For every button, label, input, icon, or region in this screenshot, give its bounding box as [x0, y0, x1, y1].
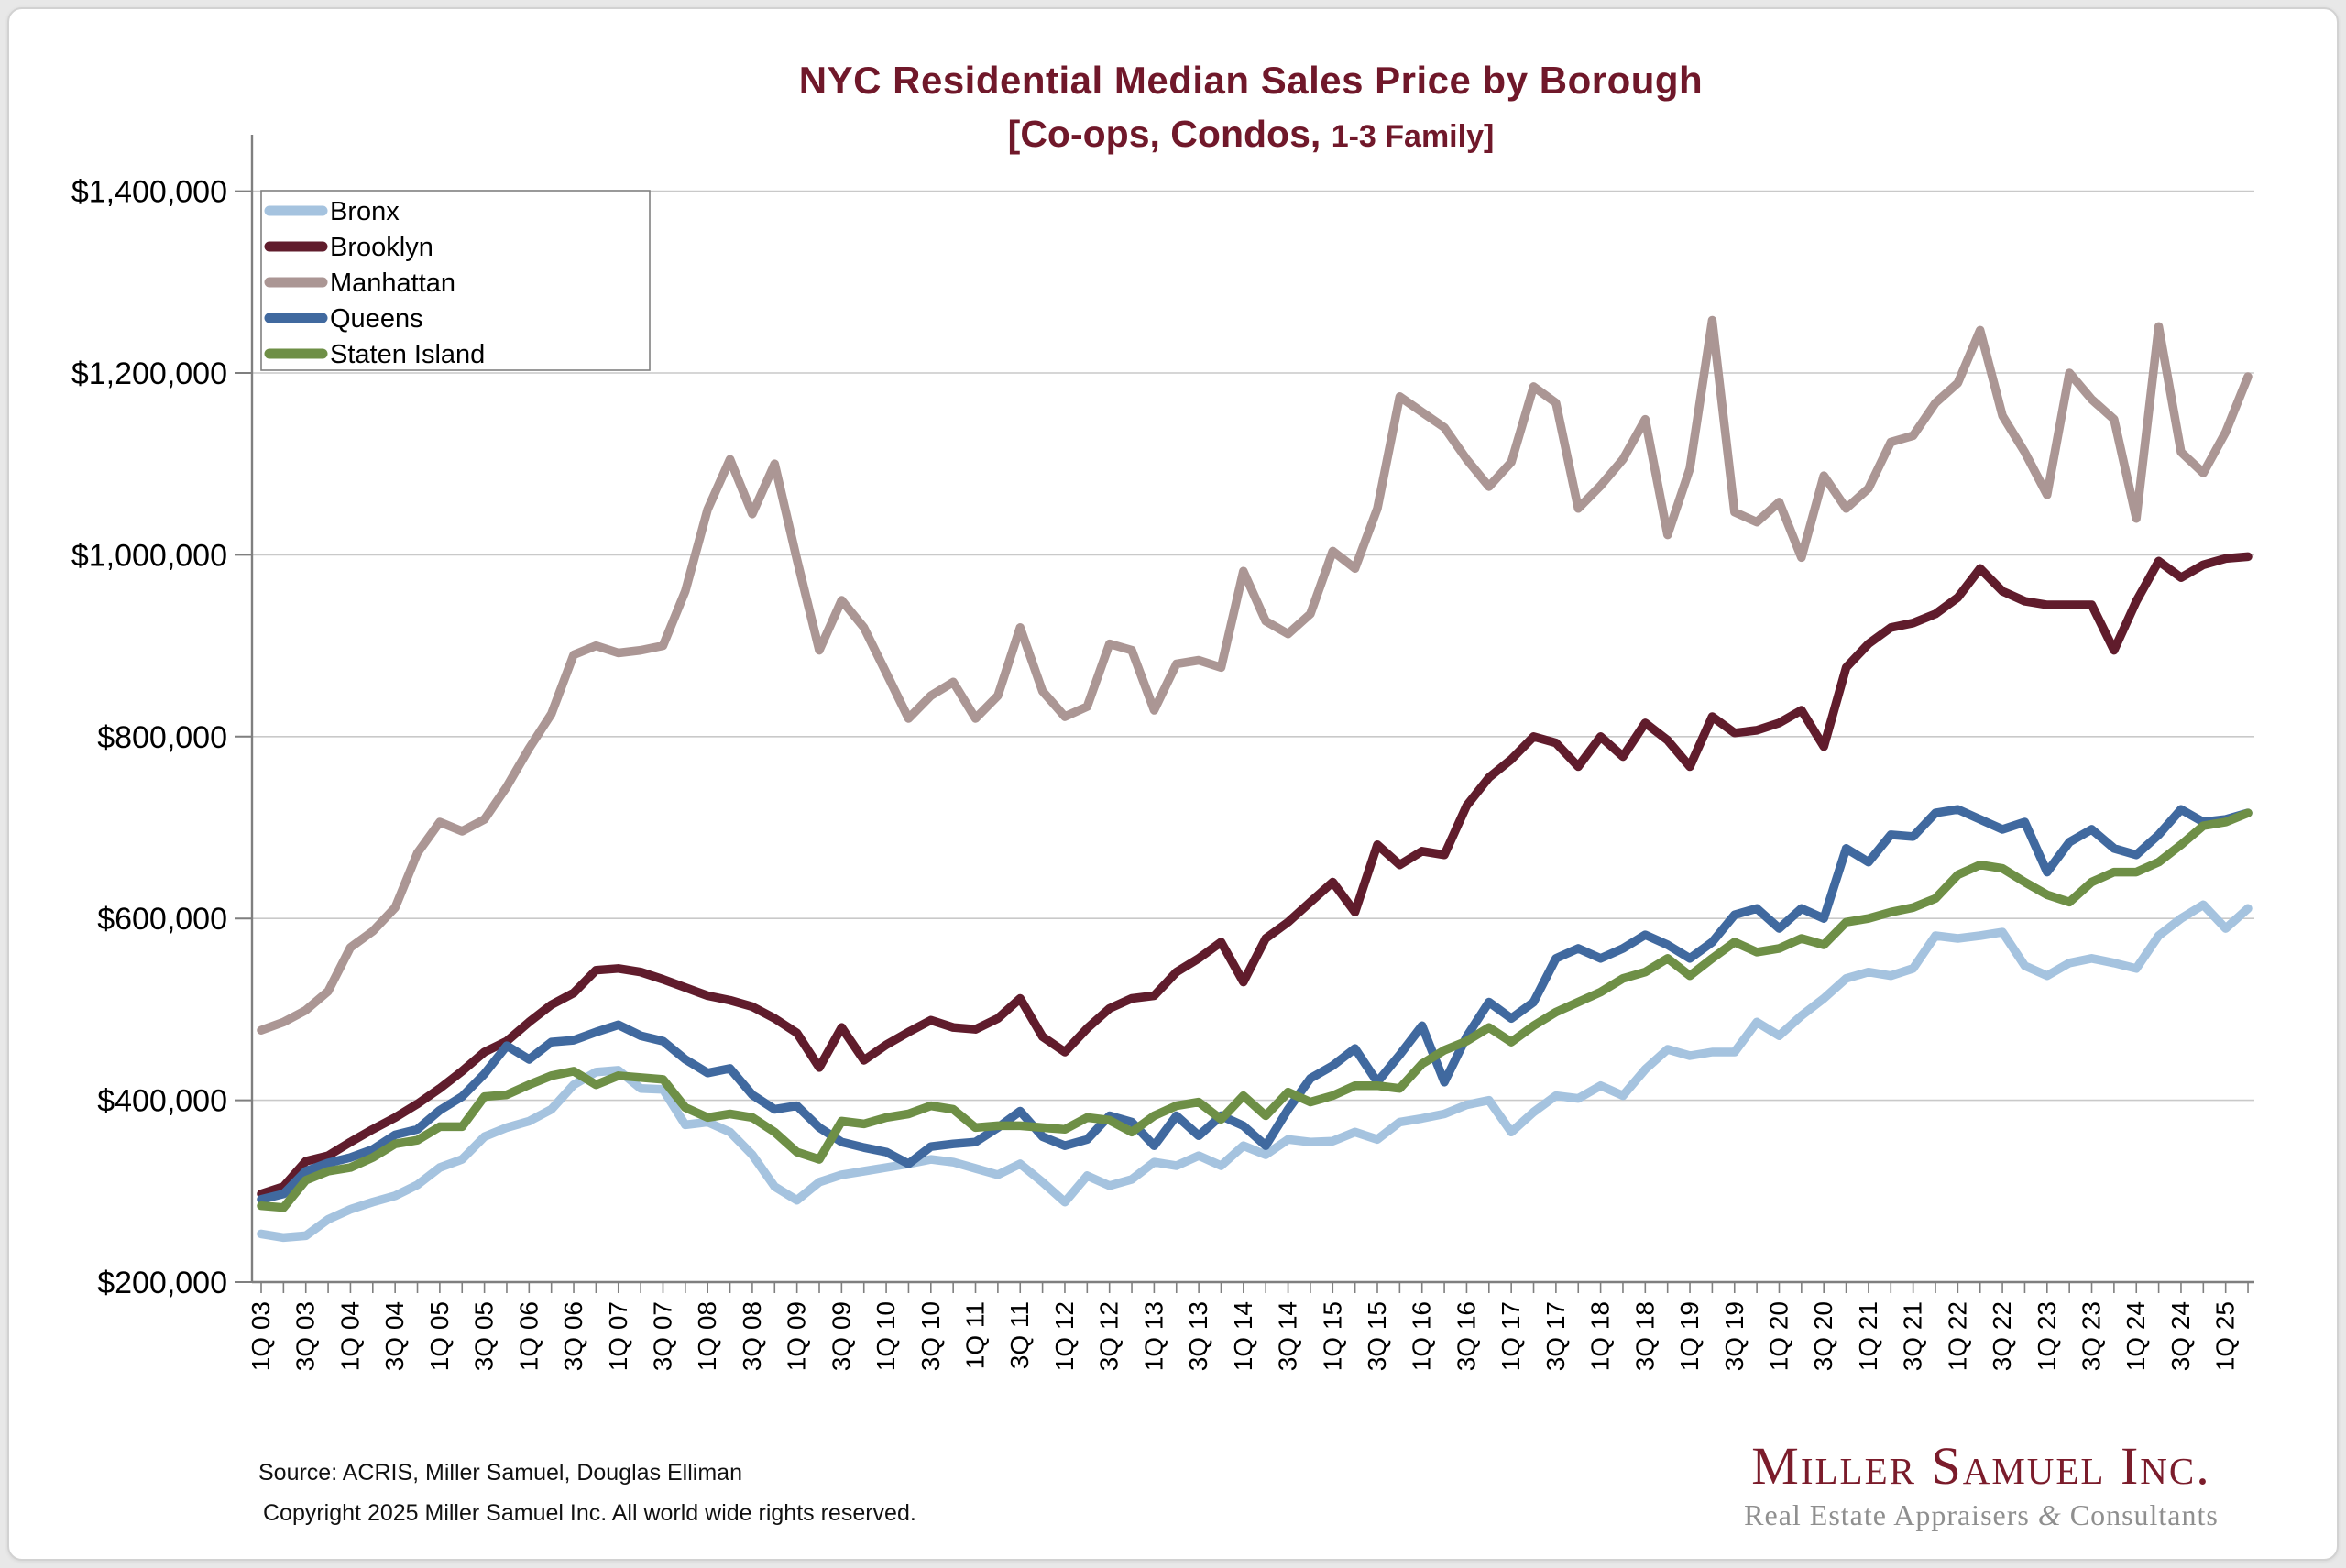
x-tick-label: 3Q 08 [738, 1301, 766, 1371]
legend-label: Staten Island [330, 340, 485, 369]
miller-samuel-logo: Miller Samuel Inc. Real Estate Appraiser… [1725, 1436, 2238, 1532]
chart-card: NYC Residential Median Sales Price by Bo… [7, 7, 2339, 1561]
x-tick-label: 1Q 12 [1050, 1301, 1079, 1371]
chart-title-line2-small: 1-3 Family] [1331, 118, 1495, 154]
x-tick-label: 3Q 13 [1184, 1301, 1212, 1371]
x-tick-label: 3Q 11 [1005, 1301, 1034, 1369]
x-tick-label: 3Q 24 [2166, 1301, 2195, 1371]
x-tick-label: 1Q 23 [2033, 1301, 2061, 1371]
chart-title-line1: NYC Residential Median Sales Price by Bo… [798, 59, 1704, 102]
x-tick-label: 1Q 20 [1764, 1301, 1792, 1371]
x-tick-label: 3Q 10 [916, 1301, 945, 1371]
x-tick-label: 3Q 05 [470, 1301, 499, 1371]
y-tick-label: $800,000 [97, 720, 227, 755]
source-note: Source: ACRIS, Miller Samuel, Douglas El… [258, 1460, 742, 1486]
x-tick-label: 1Q 17 [1496, 1301, 1525, 1371]
series-line-staten-island [257, 808, 2253, 1212]
x-tick-label: 1Q 13 [1139, 1301, 1168, 1371]
x-tick-label: 1Q 09 [783, 1301, 811, 1371]
x-tick-label: 3Q 06 [559, 1301, 587, 1371]
y-tick-label: $600,000 [97, 902, 227, 937]
legend-item-brooklyn: Brooklyn [264, 233, 433, 262]
x-tick-label: 1Q 04 [335, 1301, 364, 1371]
x-tick-label: 3Q 07 [648, 1301, 676, 1371]
x-tick-label: 3Q 16 [1452, 1301, 1480, 1371]
y-tick-label: $200,000 [97, 1266, 227, 1300]
legend-item-bronx: Bronx [264, 197, 400, 226]
x-tick-label: 1Q 08 [693, 1301, 721, 1371]
y-tick-label: $1,200,000 [71, 356, 227, 391]
x-tick-label: 3Q 14 [1274, 1301, 1302, 1371]
x-tick-label: 1Q 03 [247, 1301, 275, 1371]
legend-item-manhattan: Manhattan [264, 269, 455, 298]
logo-name: Miller Samuel Inc. [1751, 1436, 2211, 1496]
x-tick-label: 3Q 21 [1899, 1301, 1927, 1371]
x-tick-label: 1Q 15 [1318, 1301, 1346, 1371]
legend-label: Manhattan [330, 269, 455, 298]
x-tick-label: 3Q 03 [291, 1301, 320, 1371]
y-tick-label: $1,000,000 [71, 538, 227, 573]
series-line-brooklyn [257, 552, 2253, 1199]
x-tick-label: 1Q 25 [2211, 1301, 2240, 1371]
logo-tagline: Real Estate Appraisers & Consultants [1744, 1497, 2219, 1531]
x-tick-label: 3Q 17 [1541, 1301, 1570, 1371]
y-tick-label: $1,400,000 [71, 175, 227, 210]
x-tick-label: 1Q 14 [1229, 1301, 1257, 1371]
x-tick-label: 3Q 20 [1809, 1301, 1837, 1371]
series-line-bronx [257, 900, 2253, 1243]
x-tick-label: 3Q 23 [2077, 1301, 2106, 1371]
x-tick-label: 1Q 18 [1586, 1301, 1615, 1371]
x-tick-label: 3Q 15 [1363, 1301, 1391, 1371]
x-tick-label: 1Q 19 [1675, 1301, 1704, 1371]
chart-title-line2-main: [Co-ops, Condos, [1007, 112, 1332, 155]
chart-title-line2: [Co-ops, Condos, 1-3 Family] [165, 111, 2337, 158]
legend-item-queens: Queens [264, 304, 423, 334]
legend-label: Brooklyn [330, 233, 433, 262]
x-tick-label: 3Q 04 [380, 1301, 409, 1371]
x-tick-label: 1Q 22 [1943, 1301, 1971, 1371]
legend-label: Queens [330, 304, 423, 334]
legend-label: Bronx [330, 197, 400, 226]
x-tick-label: 3Q 19 [1720, 1301, 1749, 1371]
x-tick-label: 1Q 16 [1408, 1301, 1436, 1371]
x-tick-label: 1Q 24 [2121, 1301, 2150, 1371]
x-tick-label: 1Q 11 [961, 1301, 990, 1369]
price-chart: $200,000 $400,000 $600,000 $800,000 $1,000,0… [71, 135, 2254, 1371]
chart-title: NYC Residential Median Sales Price by Bo… [165, 57, 2337, 158]
legend: Bronx Brooklyn Manhattan Queens Staten Islan… [260, 190, 651, 371]
x-tick-label: 1Q 10 [872, 1301, 900, 1371]
x-tick-label: 1Q 06 [514, 1301, 543, 1371]
x-tick-label: 3Q 18 [1630, 1301, 1659, 1371]
series-line-manhattan [257, 315, 2253, 1035]
y-tick-label: $400,000 [97, 1084, 227, 1119]
x-tick-label: 3Q 12 [1095, 1301, 1124, 1371]
x-tick-label: 3Q 09 [827, 1301, 855, 1371]
legend-item-staten-island: Staten Island [264, 340, 485, 369]
x-tick-label: 3Q 22 [1988, 1301, 2016, 1371]
x-tick-label: 1Q 21 [1854, 1301, 1882, 1371]
logo-ampersand: & [2037, 1497, 2062, 1531]
series-line-queens [257, 805, 2253, 1204]
x-tick-label: 1Q 07 [604, 1301, 632, 1371]
copyright-note: Copyright 2025 Miller Samuel Inc. All wo… [263, 1500, 916, 1526]
x-tick-label: 1Q 05 [425, 1301, 454, 1371]
